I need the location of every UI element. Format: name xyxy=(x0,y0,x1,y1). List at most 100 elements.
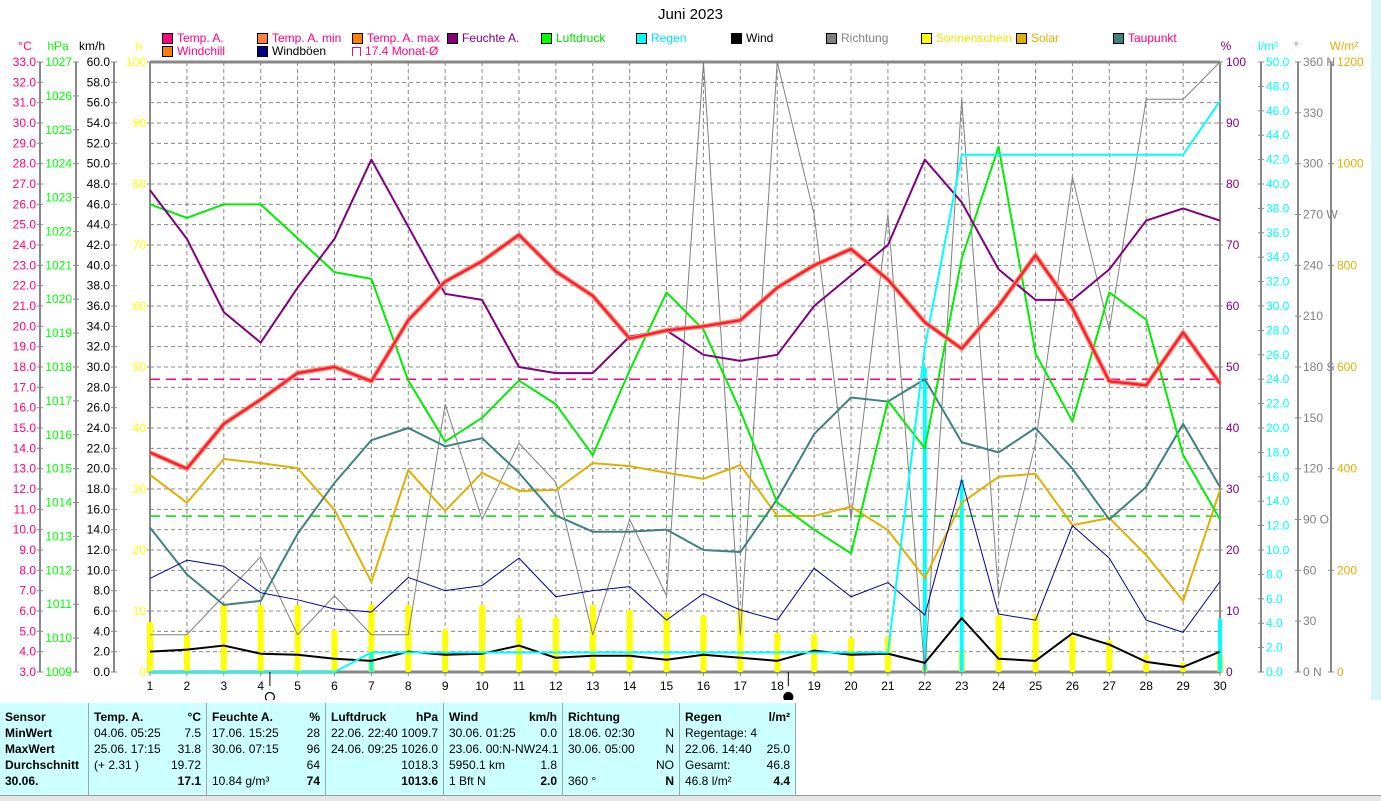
column-header: Temp. A. °C xyxy=(94,709,201,725)
axis-tick-label-celsius: 20.0 xyxy=(13,319,37,333)
row-label-text: Sensor xyxy=(5,710,46,724)
axis-tick-label-percent: 70 xyxy=(1226,238,1240,252)
axis-tick-label-hpa: 1017 xyxy=(45,394,72,408)
x-tick-label: 20 xyxy=(844,679,858,693)
table-cell-row: 17.1 xyxy=(94,773,201,789)
axis-tick-label-rain: 10.0 xyxy=(1266,543,1290,557)
axis-tick-label-kmh: 38.0 xyxy=(87,279,111,293)
column-header-label: Richtung xyxy=(568,710,620,724)
status-strip xyxy=(0,795,1381,801)
cell-value: 96 xyxy=(306,742,320,756)
axis-tick-label-percent: 80 xyxy=(1226,177,1240,191)
x-tick-label: 2 xyxy=(184,679,191,693)
cell-value: 7.5 xyxy=(184,726,201,740)
table-cell-row: 1 Bft N 2.0 xyxy=(449,773,557,789)
axis-tick-label-hpa: 1021 xyxy=(45,258,72,272)
axis-unit-kmh: km/h xyxy=(79,39,105,53)
axis-tick-label-celsius: 16.0 xyxy=(13,401,37,415)
axis-tick-label-kmh: 42.0 xyxy=(87,238,111,252)
legend-swatch xyxy=(921,32,932,44)
cell-detail: 17.06. 15:25 xyxy=(212,726,279,740)
axis-tick-label-rain: 28.0 xyxy=(1266,323,1290,337)
x-tick-label: 1 xyxy=(147,679,154,693)
legend-label: Windchill xyxy=(177,44,226,58)
axis-tick-label-celsius: 6.0 xyxy=(19,604,36,618)
legend-item-windb-en: Windböen xyxy=(257,44,326,58)
axis-tick-label-percent: 40 xyxy=(1226,421,1240,435)
column-header-unit: °C xyxy=(187,710,201,724)
cell-detail: 30.06. 01:25 xyxy=(449,726,516,740)
legend-swatch xyxy=(541,32,552,44)
axis-tick-label-hpa: 1026 xyxy=(45,89,72,103)
x-tick-label: 8 xyxy=(405,679,412,693)
table-cell-row: 30.06. 07:15 96 xyxy=(212,741,320,757)
legend-item-solar: Solar xyxy=(1016,31,1059,45)
axis-tick-label-kmh: 0.0 xyxy=(93,665,110,679)
axis-tick-label-kmh: 18.0 xyxy=(87,482,111,496)
axis-tick-label-rain: 8.0 xyxy=(1266,567,1283,581)
axis-tick-label-kmh: 4.0 xyxy=(93,624,110,638)
legend-swatch xyxy=(352,46,361,56)
row-label: Durchschnitt xyxy=(5,757,83,773)
series-windb-en-line xyxy=(149,479,1221,633)
axis-tick-label-celsius: 25.0 xyxy=(13,218,37,232)
axis-tick-label-hpa: 1027 xyxy=(45,55,72,69)
sunshine-bar xyxy=(700,615,707,672)
axis-tick-label-rain: 50.0 xyxy=(1266,55,1290,69)
column-header-label: Feuchte A. xyxy=(212,710,273,724)
legend-item-17-4-monat: 17.4 Monat-Ø xyxy=(352,44,438,58)
axis-tick-label-rain: 40.0 xyxy=(1266,177,1290,191)
axis-tick-label-rain: 22.0 xyxy=(1266,397,1290,411)
axis-tick-label-celsius: 3.0 xyxy=(19,665,36,679)
axis-tick-label-hours: 20 xyxy=(133,543,147,557)
axis-tick-label-celsius: 32.0 xyxy=(13,75,37,89)
axis-tick-label-celsius: 13.0 xyxy=(13,462,37,476)
rain-bar xyxy=(959,479,964,672)
table-cell-row: Regentage: 4 xyxy=(685,725,790,741)
row-label: 30.06. xyxy=(5,773,83,789)
cell-value: 1009.7 xyxy=(401,726,438,740)
axis-tick-label-degrees: 180 S xyxy=(1303,360,1334,374)
legend-item-temp-a: Temp. A. xyxy=(162,31,224,45)
cell-detail: 30.06. 05:00 xyxy=(568,742,635,756)
axis-tick-label-kmh: 50.0 xyxy=(87,157,111,171)
axis-tick-label-hours: 10 xyxy=(133,604,147,618)
cell-detail: 10.84 g/m³ xyxy=(212,774,270,788)
table-cell-row: 46.8 l/m² 4.4 xyxy=(685,773,790,789)
axis-tick-label-kmh: 60.0 xyxy=(87,55,111,69)
series-regen-kumuliert-line xyxy=(150,100,1221,673)
window-edge-strip xyxy=(1371,0,1381,700)
x-tick-label: 17 xyxy=(734,679,748,693)
cell-value: 74 xyxy=(306,774,320,788)
column-header-unit: % xyxy=(309,710,320,724)
row-label: MaxWert xyxy=(5,741,83,757)
axis-tick-label-celsius: 27.0 xyxy=(13,177,37,191)
axis-tick-label-hpa: 1023 xyxy=(45,191,72,205)
sunshine-bar xyxy=(589,604,596,672)
x-tick-label: 24 xyxy=(992,679,1006,693)
axis-tick-label-percent: 90 xyxy=(1226,116,1240,130)
legend-swatch xyxy=(257,45,268,57)
axis-tick-label-hpa: 1022 xyxy=(45,224,72,238)
axis-tick-label-hpa: 1011 xyxy=(46,597,72,611)
axis-tick-label-rain: 12.0 xyxy=(1266,519,1290,533)
legend-label: 17.4 Monat-Ø xyxy=(365,44,439,58)
table-column-temp-a: Temp. A. °C 04.06. 05:25 7.5 25.06. 17:15 31.… xyxy=(89,703,207,795)
legend-item-temp-a-max: Temp. A. max xyxy=(352,31,440,45)
axis-tick-label-rain: 38.0 xyxy=(1266,201,1290,215)
axis-tick-label-degrees: 330 xyxy=(1303,106,1323,120)
x-tick-label: 26 xyxy=(1066,679,1080,693)
legend-swatch xyxy=(162,45,173,57)
table-cell-row: 64 xyxy=(212,757,320,773)
table-cell-row: Gesamt: 46.8 xyxy=(685,757,790,773)
axis-tick-label-hpa: 1013 xyxy=(45,529,72,543)
axis-tick-label-celsius: 5.0 xyxy=(19,624,36,638)
sunshine-bar xyxy=(1143,654,1150,672)
rain-bar xyxy=(369,652,374,672)
column-header: Feuchte A.% xyxy=(212,709,320,725)
cell-detail: 18.06. 02:30 xyxy=(568,726,635,740)
axis-unit-hours: h xyxy=(136,39,143,53)
axis-tick-label-kmh: 12.0 xyxy=(87,543,111,557)
axis-tick-label-celsius: 29.0 xyxy=(13,136,37,150)
column-header: Luftdruck hPa xyxy=(331,709,438,725)
